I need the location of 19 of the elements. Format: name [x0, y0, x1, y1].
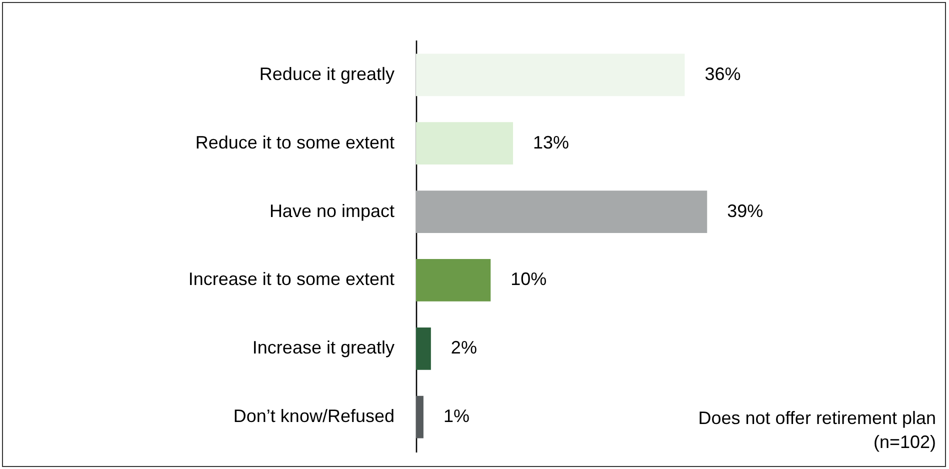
data-label: 1% — [443, 406, 470, 426]
y-tick-label: Have no impact — [269, 200, 394, 221]
y-tick-label: Reduce it greatly — [259, 64, 394, 84]
data-label: 2% — [450, 338, 477, 358]
bar — [416, 122, 514, 165]
y-tick-label: Increase it greatly — [252, 338, 394, 358]
data-label: 13% — [533, 132, 570, 152]
y-tick-label: Increase it to some extent — [188, 269, 394, 290]
y-tick-label: Reduce it to some extent — [195, 132, 394, 152]
bar — [416, 259, 491, 302]
data-label: 10% — [510, 269, 547, 290]
bar — [416, 327, 431, 370]
data-label: 36% — [704, 64, 741, 84]
bar — [416, 54, 685, 96]
bar — [416, 396, 424, 438]
annotation: Does not offer retirement plan (n=102) — [698, 408, 936, 452]
y-tick-label: Don’t know/Refused — [233, 406, 394, 426]
data-label: 39% — [727, 200, 764, 221]
bar — [416, 190, 708, 233]
